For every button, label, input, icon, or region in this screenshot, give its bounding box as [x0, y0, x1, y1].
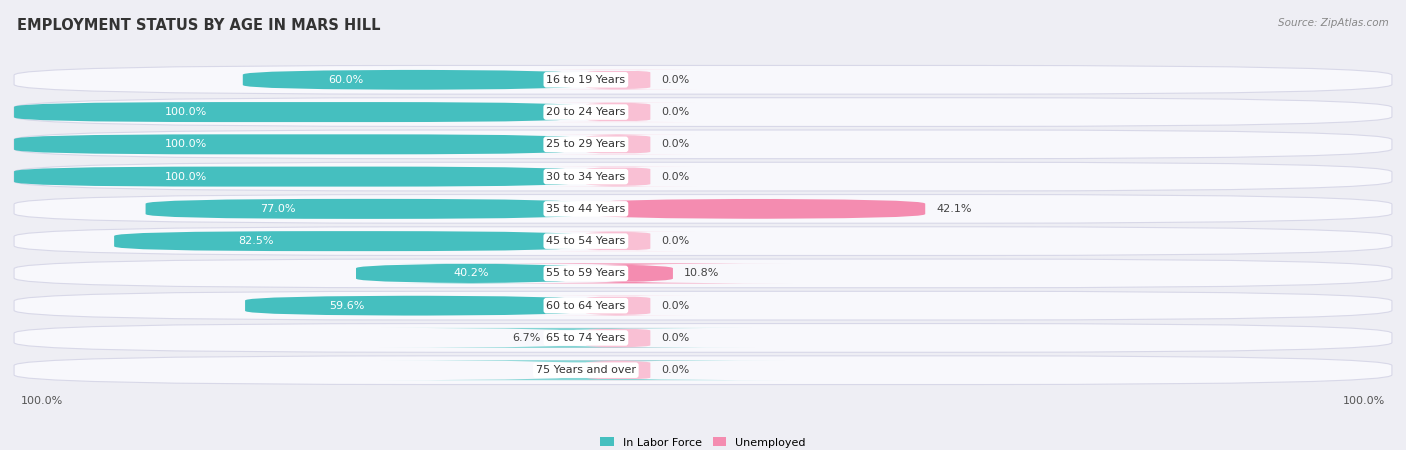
Text: 82.5%: 82.5%	[238, 236, 273, 246]
FancyBboxPatch shape	[243, 70, 586, 90]
Text: 42.1%: 42.1%	[936, 204, 972, 214]
Text: EMPLOYMENT STATUS BY AGE IN MARS HILL: EMPLOYMENT STATUS BY AGE IN MARS HILL	[17, 18, 381, 33]
FancyBboxPatch shape	[14, 291, 1392, 320]
FancyBboxPatch shape	[14, 135, 586, 154]
FancyBboxPatch shape	[540, 328, 696, 348]
Text: 0.0%: 0.0%	[661, 107, 689, 117]
FancyBboxPatch shape	[380, 328, 754, 348]
FancyBboxPatch shape	[14, 65, 1392, 94]
Text: 0.0%: 0.0%	[661, 75, 689, 85]
FancyBboxPatch shape	[14, 130, 1392, 159]
FancyBboxPatch shape	[540, 166, 696, 187]
Text: 6.7%: 6.7%	[512, 333, 541, 343]
Text: 0.0%: 0.0%	[661, 140, 689, 149]
Text: 35 to 44 Years: 35 to 44 Years	[547, 204, 626, 214]
Text: 25 to 29 Years: 25 to 29 Years	[546, 140, 626, 149]
FancyBboxPatch shape	[540, 360, 696, 380]
FancyBboxPatch shape	[356, 263, 586, 284]
FancyBboxPatch shape	[14, 259, 1392, 288]
Text: 100.0%: 100.0%	[165, 140, 207, 149]
Text: 65 to 74 Years: 65 to 74 Years	[547, 333, 626, 343]
Text: 45 to 54 Years: 45 to 54 Years	[547, 236, 626, 246]
FancyBboxPatch shape	[14, 194, 1392, 223]
Text: 75 Years and over: 75 Years and over	[536, 365, 636, 375]
FancyBboxPatch shape	[540, 102, 696, 122]
Text: 59.6%: 59.6%	[329, 301, 366, 310]
FancyBboxPatch shape	[14, 166, 586, 187]
FancyBboxPatch shape	[467, 263, 793, 284]
Text: 100.0%: 100.0%	[21, 396, 63, 406]
Text: 40.2%: 40.2%	[453, 268, 489, 279]
Text: 16 to 19 Years: 16 to 19 Years	[547, 75, 626, 85]
Text: 100.0%: 100.0%	[165, 171, 207, 182]
FancyBboxPatch shape	[540, 231, 696, 251]
FancyBboxPatch shape	[540, 296, 696, 315]
FancyBboxPatch shape	[586, 199, 925, 219]
Text: 60.0%: 60.0%	[328, 75, 363, 85]
FancyBboxPatch shape	[14, 98, 1392, 126]
Text: 0.0%: 0.0%	[661, 365, 689, 375]
Text: 0.0%: 0.0%	[661, 301, 689, 310]
FancyBboxPatch shape	[14, 102, 586, 122]
Text: 20 to 24 Years: 20 to 24 Years	[546, 107, 626, 117]
FancyBboxPatch shape	[380, 360, 787, 380]
Text: Source: ZipAtlas.com: Source: ZipAtlas.com	[1278, 18, 1389, 28]
FancyBboxPatch shape	[14, 227, 1392, 256]
Text: 55 to 59 Years: 55 to 59 Years	[547, 268, 626, 279]
Text: 0.0%: 0.0%	[661, 333, 689, 343]
FancyBboxPatch shape	[114, 231, 586, 251]
FancyBboxPatch shape	[245, 296, 586, 315]
Text: 100.0%: 100.0%	[165, 107, 207, 117]
FancyBboxPatch shape	[540, 70, 696, 90]
FancyBboxPatch shape	[146, 199, 586, 219]
Text: 100.0%: 100.0%	[1343, 396, 1385, 406]
FancyBboxPatch shape	[14, 162, 1392, 191]
FancyBboxPatch shape	[14, 324, 1392, 352]
Text: 0.0%: 0.0%	[661, 236, 689, 246]
Text: 1.0%: 1.0%	[546, 365, 574, 375]
Text: 30 to 34 Years: 30 to 34 Years	[547, 171, 626, 182]
Text: 10.8%: 10.8%	[683, 268, 720, 279]
Legend: In Labor Force, Unemployed: In Labor Force, Unemployed	[596, 432, 810, 450]
FancyBboxPatch shape	[14, 356, 1392, 385]
Text: 0.0%: 0.0%	[661, 171, 689, 182]
Text: 60 to 64 Years: 60 to 64 Years	[547, 301, 626, 310]
Text: 77.0%: 77.0%	[260, 204, 295, 214]
FancyBboxPatch shape	[540, 135, 696, 154]
